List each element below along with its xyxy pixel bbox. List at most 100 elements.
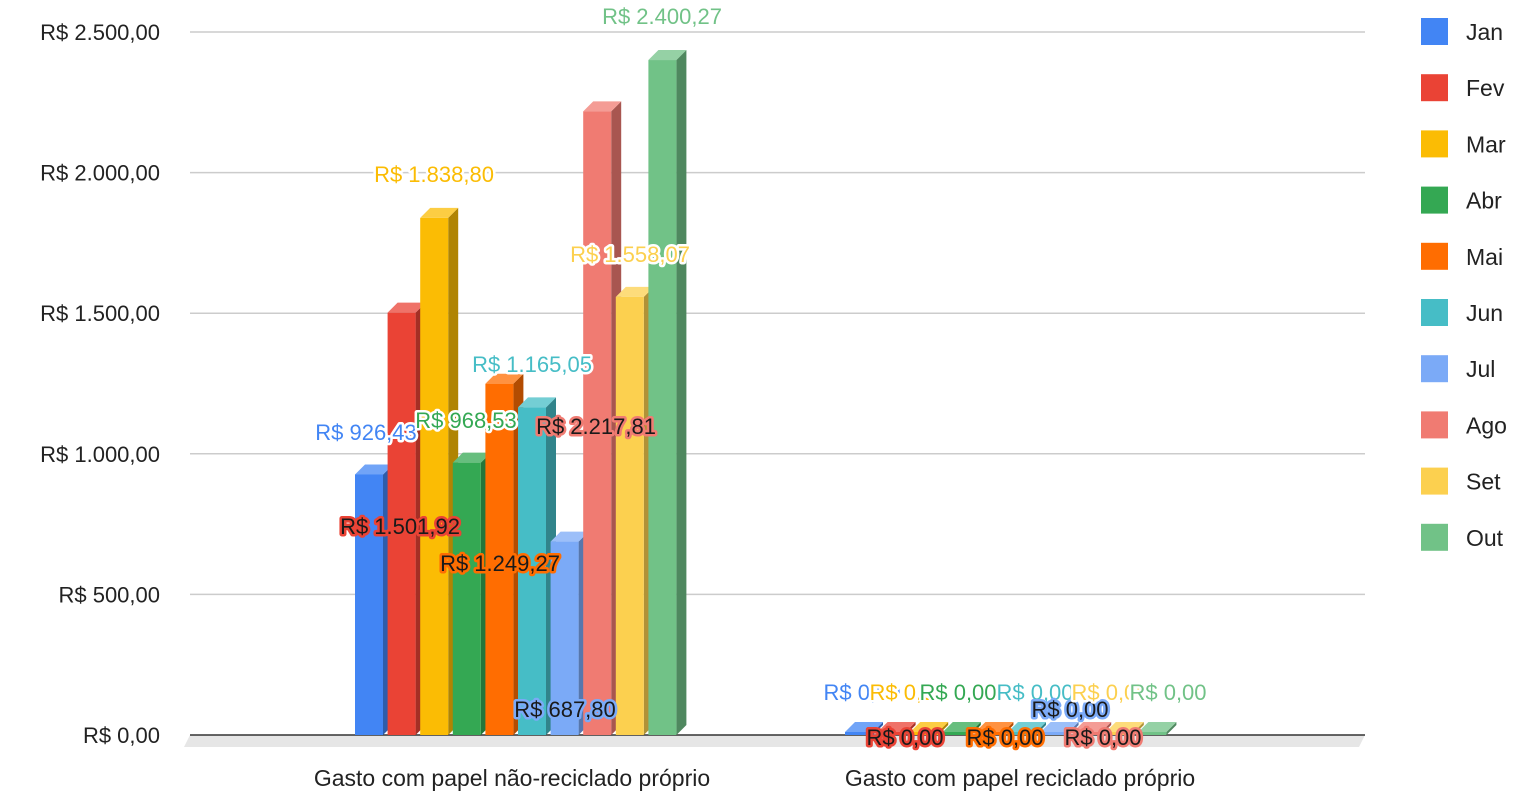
data-labels: R$ 926,43 R$ 1.501,92 R$ 1.838,80 R$ 968,53…: [313, 2, 1209, 753]
data-label: R$ 1.165,05: [472, 352, 592, 377]
bar-side: [938, 722, 949, 735]
bar-top: [420, 207, 459, 218]
bar-side: [676, 50, 687, 736]
bar: [1040, 732, 1069, 735]
y-tick-label: R$ 1.500,00: [40, 301, 160, 326]
bar: [452, 462, 481, 735]
bar: [942, 732, 971, 735]
data-label: R$ 2.217,81: [536, 414, 656, 439]
bar-top: [387, 302, 426, 313]
data-label: R$ 2.400,27: [602, 4, 722, 29]
data-label: R$ 1.838,80: [374, 162, 494, 187]
bar: [845, 732, 873, 735]
legend-label: Jan: [1466, 19, 1503, 45]
bar-top: [648, 50, 687, 61]
bar-top: [1008, 722, 1046, 732]
y-axis: R$ 0,00 R$ 500,00 R$ 1.000,00 R$ 1.500,00 R$…: [40, 20, 160, 748]
x-category-label: Gasto com papel não-reciclado próprio: [314, 765, 710, 791]
bar: [420, 217, 449, 735]
legend-swatch: [1421, 355, 1448, 383]
bar: [910, 732, 939, 735]
x-axis: Gasto com papel não-reciclado próprio Gas…: [314, 765, 1195, 791]
bar-top: [550, 531, 589, 542]
legend-label: Ago: [1466, 412, 1507, 438]
legend-label: Mar: [1466, 131, 1506, 157]
bar-top: [942, 722, 981, 732]
bar: [355, 474, 383, 735]
legend-label: Set: [1466, 469, 1501, 495]
bar-top: [518, 397, 556, 408]
bar-top: [975, 722, 1014, 732]
bar: [648, 60, 677, 736]
legend-swatch: [1421, 74, 1448, 102]
data-label: R$ 926,43: [315, 420, 417, 445]
bar-top: [615, 286, 654, 297]
bar-top: [452, 452, 491, 463]
bar: [615, 296, 644, 735]
y-tick-label: R$ 2.500,00: [40, 20, 160, 45]
data-label: R$ 0,00: [1071, 680, 1148, 705]
bar-side: [1036, 722, 1046, 735]
legend-label: Fev: [1466, 75, 1505, 101]
y-tick-label: R$ 1.000,00: [40, 442, 160, 467]
legend-swatch: [1421, 523, 1448, 551]
bar-top: [1040, 722, 1079, 732]
bar-side: [873, 722, 883, 735]
bar-side: [970, 722, 981, 735]
data-label: R$ 0,00: [866, 725, 943, 750]
x-category-label: Gasto com papel reciclado próprio: [845, 765, 1195, 791]
bar-top: [1138, 722, 1177, 732]
data-label: R$ 0,00: [1129, 680, 1206, 705]
legend-label: Jun: [1466, 300, 1503, 326]
bar-top: [877, 722, 916, 732]
legend-label: Mai: [1466, 244, 1503, 270]
bar: [550, 541, 579, 735]
floor-plane: [184, 735, 1365, 747]
data-label: R$ 0,00: [996, 680, 1073, 705]
data-label: R$ 968,53: [415, 408, 517, 433]
bar-side: [1133, 722, 1144, 735]
legend-swatch: [1421, 411, 1448, 439]
data-label: R$ 1.501,92: [340, 514, 460, 539]
legend-swatch: [1421, 18, 1448, 45]
data-label: R$ 687,80: [514, 697, 616, 722]
bar: [583, 111, 612, 736]
y-tick-label: R$ 500,00: [58, 582, 160, 607]
bar-side: [1068, 722, 1079, 735]
bar-side: [1003, 722, 1014, 735]
data-label: R$ 0,00: [823, 680, 900, 705]
y-tick-label: R$ 0,00: [83, 723, 160, 748]
bars: [355, 50, 1177, 736]
data-label: R$ 0,00: [869, 680, 946, 705]
chart-floor: [184, 734, 1365, 747]
bar: [387, 312, 416, 735]
bar-side: [1166, 722, 1177, 735]
bar: [518, 407, 546, 735]
data-label: R$ 1.249,27: [440, 551, 560, 576]
data-label: R$ 0,00: [1031, 697, 1108, 722]
bar-top: [355, 464, 393, 475]
bar-side: [1101, 722, 1112, 735]
bar-top: [485, 373, 524, 384]
legend: Jan Fev Mar Abr Mai Jun Jul Ago Set Out: [1421, 18, 1507, 551]
bar-top: [845, 722, 883, 732]
bar: [975, 732, 1004, 735]
bar: [1073, 732, 1102, 735]
bar-side: [905, 722, 916, 735]
y-tick-label: R$ 2.000,00: [40, 161, 160, 186]
legend-label: Jul: [1466, 356, 1495, 382]
legend-swatch: [1421, 186, 1448, 214]
data-label: R$ 0,00: [919, 680, 996, 705]
data-label: R$ 0,00: [1064, 725, 1141, 750]
legend-swatch: [1421, 130, 1448, 158]
legend-swatch: [1421, 299, 1448, 326]
bar-top: [910, 722, 949, 732]
legend-swatch: [1421, 467, 1448, 495]
data-label: R$ 1.558,07: [570, 242, 690, 267]
bar-top: [583, 101, 622, 112]
bar: [485, 383, 514, 735]
bar: [877, 732, 906, 735]
data-label: R$ 0,00: [966, 725, 1043, 750]
bar-top: [1073, 722, 1112, 732]
